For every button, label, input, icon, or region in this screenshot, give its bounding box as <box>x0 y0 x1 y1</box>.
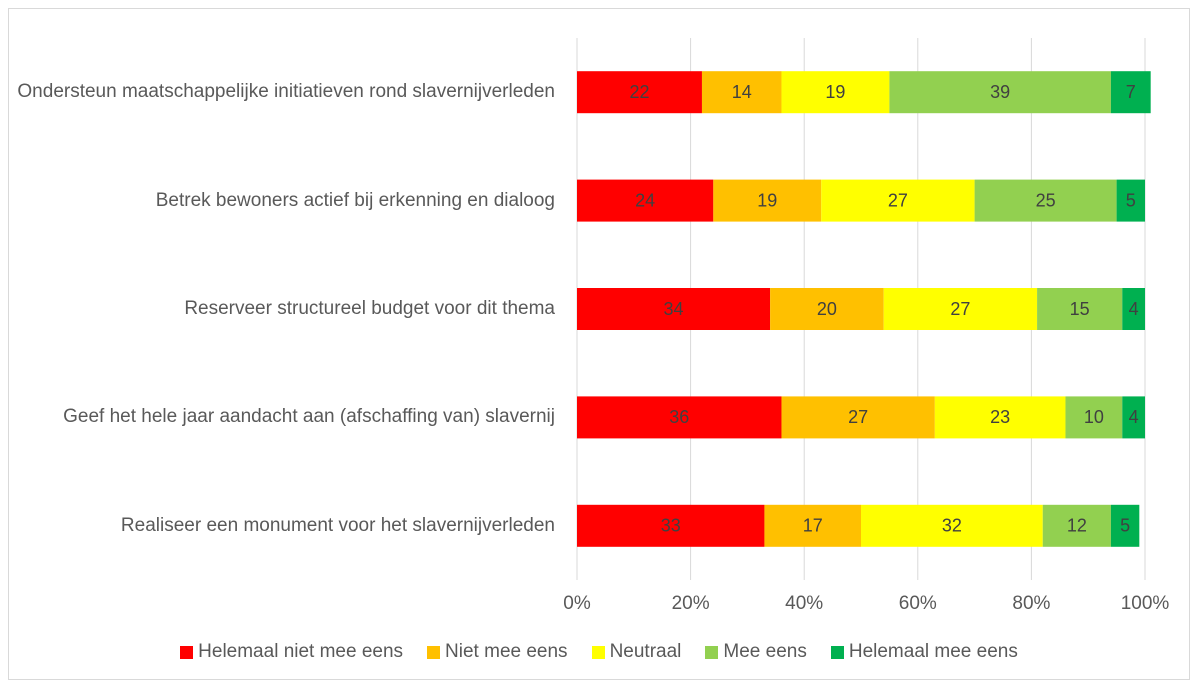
category-label: Betrek bewoners actief bij erkenning en … <box>10 188 555 214</box>
data-label: 25 <box>1036 190 1056 210</box>
data-label: 22 <box>629 82 649 102</box>
category-text: Geef het hele jaar aandacht aan (afschaf… <box>63 406 555 428</box>
legend-label: Neutraal <box>609 641 682 662</box>
bar-segment <box>781 396 935 439</box>
data-label: 10 <box>1084 407 1104 427</box>
legend-swatch <box>427 645 441 659</box>
bar-segment <box>713 179 822 222</box>
data-label: 12 <box>1067 516 1087 536</box>
data-label: 39 <box>990 82 1010 102</box>
legend-item: Mee eens <box>705 641 807 663</box>
x-tick-label: 0% <box>563 593 591 614</box>
data-label: 36 <box>669 407 689 427</box>
x-tick-label: 100% <box>1121 593 1170 614</box>
legend-swatch <box>180 645 194 659</box>
category-label: Geef het hele jaar aandacht aan (afschaf… <box>10 404 555 430</box>
category-label: Ondersteun maatschappelijke initiatieven… <box>10 79 555 105</box>
category-text: Reserveer structureel budget voor dit th… <box>184 298 555 319</box>
data-label: 34 <box>664 299 684 319</box>
bar-segment <box>577 396 782 439</box>
bar-segment <box>577 504 765 547</box>
data-label: 27 <box>950 299 970 319</box>
bar-segment <box>974 179 1117 222</box>
legend-label: Helemaal niet mee eens <box>198 641 404 662</box>
x-tick-label: 40% <box>785 593 823 614</box>
bar-segment <box>889 71 1111 114</box>
chart-border <box>8 8 1190 680</box>
legend-swatch <box>705 645 719 659</box>
legend-label: Niet mee eens <box>445 641 568 662</box>
x-tick-label: 20% <box>672 593 710 614</box>
bar-segment <box>770 288 884 330</box>
bar-segment <box>1042 504 1111 547</box>
data-label: 19 <box>825 82 845 102</box>
data-label: 7 <box>1126 82 1136 102</box>
data-label: 20 <box>817 299 837 319</box>
category-label: Reserveer structureel budget voor dit th… <box>10 296 555 322</box>
bar-segment <box>577 179 714 222</box>
bar-segment <box>1037 288 1123 330</box>
data-label: 4 <box>1129 299 1139 319</box>
category-text: Ondersteun maatschappelijke initiatieven… <box>17 81 555 103</box>
data-label: 24 <box>635 190 655 210</box>
data-label: 33 <box>661 516 681 536</box>
data-label: 5 <box>1120 516 1130 536</box>
data-label: 15 <box>1070 299 1090 319</box>
legend: Helemaal niet mee eens Niet mee eens Neutr… <box>0 641 1198 663</box>
legend-item: Helemaal niet mee eens <box>180 641 403 663</box>
bar-segment <box>1110 504 1140 547</box>
bar-segment <box>764 504 861 547</box>
data-label: 17 <box>803 516 823 536</box>
data-label: 23 <box>990 407 1010 427</box>
bar-segment <box>861 504 1043 547</box>
bar-segment <box>781 71 890 114</box>
data-label: 4 <box>1129 407 1139 427</box>
category-text: Realiseer een monument voor het slaverni… <box>120 514 555 536</box>
category-text: Betrek bewoners actief bij erkenning en … <box>155 189 555 211</box>
x-tick-label: 60% <box>899 593 937 614</box>
legend-item: Neutraal <box>591 641 682 663</box>
bar-segment <box>577 71 702 114</box>
legend-swatch <box>830 645 844 659</box>
bar-segment <box>577 288 771 330</box>
data-label: 27 <box>848 407 868 427</box>
bar-segment <box>1122 396 1145 439</box>
category-label: Realiseer een monument voor het slaverni… <box>10 513 555 539</box>
legend-item: Helemaal mee eens <box>830 641 1018 663</box>
bar-segment <box>1116 179 1145 222</box>
legend-item: Niet mee eens <box>427 641 568 663</box>
x-tick-label: 80% <box>1012 593 1050 614</box>
data-label: 5 <box>1126 190 1136 210</box>
legend-label: Mee eens <box>723 641 807 662</box>
bar-segment <box>1122 288 1145 330</box>
data-label: 27 <box>888 190 908 210</box>
legend-swatch <box>591 645 605 659</box>
data-label: 19 <box>757 190 777 210</box>
data-label: 14 <box>732 82 752 102</box>
bar-segment <box>883 288 1038 330</box>
bar-segment <box>821 179 975 222</box>
bar-segment <box>1065 396 1123 439</box>
bar-segment <box>701 71 782 114</box>
bar-segment <box>934 396 1066 439</box>
legend-label: Helemaal mee eens <box>848 641 1018 662</box>
data-label: 32 <box>942 516 962 536</box>
bar-segment <box>1110 71 1151 114</box>
